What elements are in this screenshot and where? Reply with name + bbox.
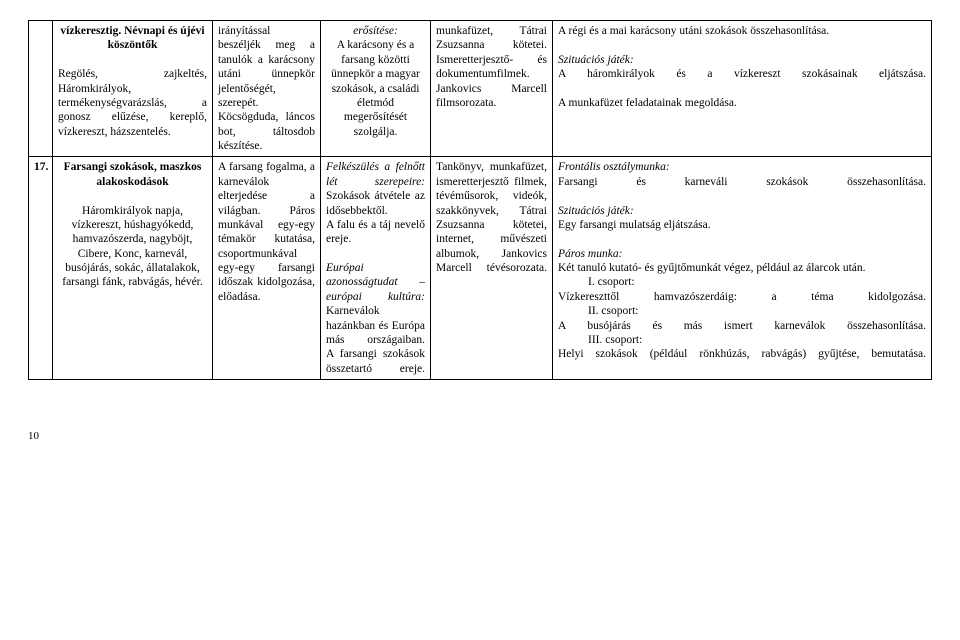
topic-title: vízkeresztig. Névnapi és újévi köszöntők <box>58 24 207 53</box>
cell-methods: A régi és a mai karácsony utáni szokások… <box>553 21 932 157</box>
method-h: Szituációs játék: <box>558 204 926 218</box>
comp-i: Európai azonosságtudat – európai kultúra… <box>326 261 425 304</box>
comp-p: Karneválok hazánkban és Európa más orszá… <box>326 304 425 347</box>
topic-body: Háromkirályok napja, vízkereszt, húshagy… <box>58 204 207 290</box>
group-h: I. csoport: <box>558 275 926 289</box>
competence-body: A karácsony és a farsang közötti ünnepkö… <box>326 38 425 139</box>
method-p: A háromkirályok és a vízkereszt szokásai… <box>558 67 926 81</box>
cell-number <box>29 21 53 157</box>
method-h: Páros munka: <box>558 247 926 261</box>
group-t: Vízkereszttől hamvazószerdáig: a téma ki… <box>558 290 926 304</box>
comp-p: A farsangi szokások összetartó ereje. <box>326 347 425 376</box>
cell-resources: Tankönyv, munkafüzet, ismeretterjesztő f… <box>431 157 553 380</box>
cell-competence: Felkészülés a felnőtt lét szerepeire: Sz… <box>321 157 431 380</box>
cell-activity: A farsang fogalma, a karneválok elterjed… <box>213 157 321 380</box>
group-h: II. csoport: <box>558 304 926 318</box>
comp-p: Szokások átvétele az idősebbektől. <box>326 189 425 218</box>
group-h: III. csoport: <box>558 333 926 347</box>
cell-resources: munkafüzet, Tátrai Zsuzsanna kötetei. Is… <box>431 21 553 157</box>
curriculum-table: vízkeresztig. Névnapi és újévi köszöntők… <box>28 20 932 380</box>
comp-i: Felkészülés a felnőtt lét szerepeire: <box>326 160 425 189</box>
cell-topic: vízkeresztig. Névnapi és újévi köszöntők… <box>53 21 213 157</box>
cell-methods: Frontális osztálymunka: Farsangi és karn… <box>553 157 932 380</box>
method-p: A munkafüzet feladatainak megoldása. <box>558 96 926 110</box>
comp-p: A falu és a táj nevelő ereje. <box>326 218 425 247</box>
page-number: 10 <box>28 430 932 442</box>
competence-ital: erősítése: <box>326 24 425 38</box>
cell-activity: irányítással beszéljék meg a tanulók a k… <box>213 21 321 157</box>
method-p: Farsangi és karneváli szokások összehaso… <box>558 175 926 189</box>
table-row: vízkeresztig. Névnapi és újévi köszöntők… <box>29 21 932 157</box>
method-h: Frontális osztálymunka: <box>558 160 926 174</box>
group-t: Helyi szokások (például rönkhúzás, rabvá… <box>558 347 926 361</box>
method-h: Szituációs játék: <box>558 53 926 67</box>
cell-topic: Farsangi szokások, maszkos alakoskodások… <box>53 157 213 380</box>
method-p: A régi és a mai karácsony utáni szokások… <box>558 24 926 38</box>
method-p: Két tanuló kutató- és gyűjtőmunkát végez… <box>558 261 926 275</box>
table-row: 17. Farsangi szokások, maszkos alakoskod… <box>29 157 932 380</box>
topic-title: Farsangi szokások, maszkos alakoskodások <box>58 160 207 189</box>
group-t: A busójárás és más ismert karneválok öss… <box>558 319 926 333</box>
cell-number: 17. <box>29 157 53 380</box>
method-p: Egy farsangi mulatság eljátszása. <box>558 218 926 232</box>
topic-body: Regölés, zajkeltés, Háromkirályok, termé… <box>58 67 207 139</box>
cell-competence: erősítése: A karácsony és a farsang közö… <box>321 21 431 157</box>
